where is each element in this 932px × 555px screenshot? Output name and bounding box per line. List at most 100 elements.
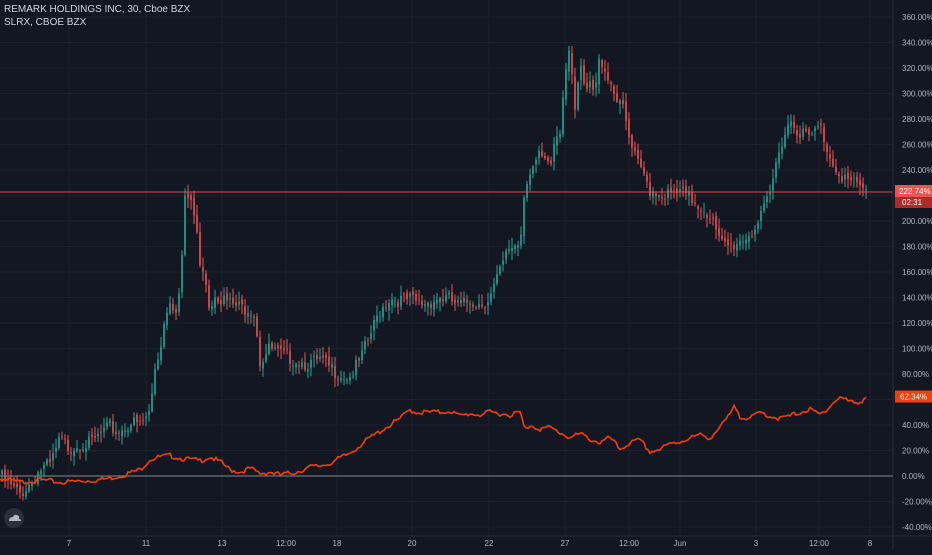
candle-body — [298, 365, 300, 367]
candle-body — [730, 242, 732, 244]
candle-body — [232, 297, 234, 304]
candle-body — [220, 300, 222, 305]
candle-body — [862, 183, 864, 189]
candle-body — [58, 437, 60, 448]
y-tick-label: 0.00% — [902, 472, 925, 481]
candle-body — [25, 491, 27, 497]
candle-body — [172, 304, 174, 311]
y-tick-label: 260.00% — [902, 141, 932, 150]
candle-body — [562, 97, 564, 135]
candle-body — [589, 81, 591, 88]
x-tick-label: 12:00 — [619, 539, 640, 548]
candle-body — [490, 293, 492, 302]
candle-body — [193, 197, 195, 216]
candle-body — [841, 176, 843, 182]
candle-body — [724, 237, 726, 242]
candle-body — [370, 333, 372, 340]
candle-body — [400, 295, 402, 307]
candle-body — [304, 362, 306, 370]
candle-body — [202, 267, 204, 272]
candle-body — [88, 436, 90, 448]
candle-body — [493, 283, 495, 292]
candle-body — [586, 82, 588, 89]
candle-body — [604, 68, 606, 72]
candle-body — [247, 313, 249, 317]
candle-body — [127, 430, 129, 433]
candle-body — [865, 189, 867, 191]
candle-body — [544, 156, 546, 159]
last-price-label: 222.74% — [899, 187, 931, 196]
candle-body — [394, 300, 396, 302]
candle-body — [592, 79, 594, 90]
candle-body — [292, 365, 294, 367]
y-tick-label: 180.00% — [902, 243, 932, 252]
candle-body — [67, 439, 69, 451]
x-tick-label: 3 — [754, 539, 759, 548]
candle-body — [640, 158, 642, 167]
candle-body — [70, 452, 72, 455]
candle-body — [166, 312, 168, 326]
candle-body — [853, 178, 855, 179]
candle-body — [679, 189, 681, 192]
candle-body — [1, 470, 3, 475]
candle-body — [97, 433, 99, 437]
candle-body — [418, 299, 420, 301]
candle-body — [22, 493, 24, 496]
candle-body — [511, 247, 513, 252]
y-tick-label: 140.00% — [902, 294, 932, 303]
candle-body — [208, 285, 210, 308]
candle-body — [721, 235, 723, 240]
candle-body — [328, 356, 330, 366]
y-tick-label: 200.00% — [902, 217, 932, 226]
candle-body — [352, 376, 354, 378]
candle-body — [334, 366, 336, 379]
candle-body — [343, 379, 345, 380]
candle-body — [142, 419, 144, 421]
candle-body — [436, 299, 438, 304]
candle-body — [106, 422, 108, 428]
candle-body — [829, 153, 831, 159]
candle-body — [808, 129, 810, 135]
candle-body — [361, 350, 363, 360]
candle-body — [382, 306, 384, 318]
candle-body — [508, 248, 510, 252]
candle-body — [91, 434, 93, 437]
candle-body — [610, 82, 612, 85]
candle-body — [745, 239, 747, 244]
y-tick-label: -20.00% — [902, 498, 932, 507]
candle-body — [253, 316, 255, 318]
candle-body — [736, 243, 738, 251]
candle-body — [322, 355, 324, 358]
candle-body — [541, 151, 543, 157]
candle-body — [349, 377, 351, 381]
candle-body — [550, 160, 552, 164]
candle-body — [280, 345, 282, 350]
candle-body — [754, 230, 756, 235]
candle-body — [385, 307, 387, 309]
last-price-tag — [895, 185, 932, 198]
chart-title: REMARK HOLDINGS INC, 30, Cboe BZX — [4, 4, 191, 15]
y-tick-label: -40.00% — [902, 523, 932, 532]
candle-body — [118, 433, 120, 435]
candle-body — [646, 174, 648, 182]
candle-body — [94, 435, 96, 438]
candle-body — [229, 298, 231, 300]
candle-body — [709, 218, 711, 220]
candle-body — [577, 82, 579, 110]
cloud-logo-icon[interactable] — [4, 508, 24, 528]
candle-body — [205, 273, 207, 285]
candle-body — [616, 93, 618, 102]
candle-body — [121, 430, 123, 437]
candle-body — [526, 183, 528, 199]
candle-body — [658, 195, 660, 198]
candle-body — [409, 293, 411, 297]
candle-body — [802, 128, 804, 137]
candle-body — [847, 172, 849, 179]
candle-body — [367, 339, 369, 341]
candle-body — [559, 133, 561, 138]
candle-body — [49, 458, 51, 463]
candle-body — [553, 143, 555, 162]
candle-body — [805, 128, 807, 131]
